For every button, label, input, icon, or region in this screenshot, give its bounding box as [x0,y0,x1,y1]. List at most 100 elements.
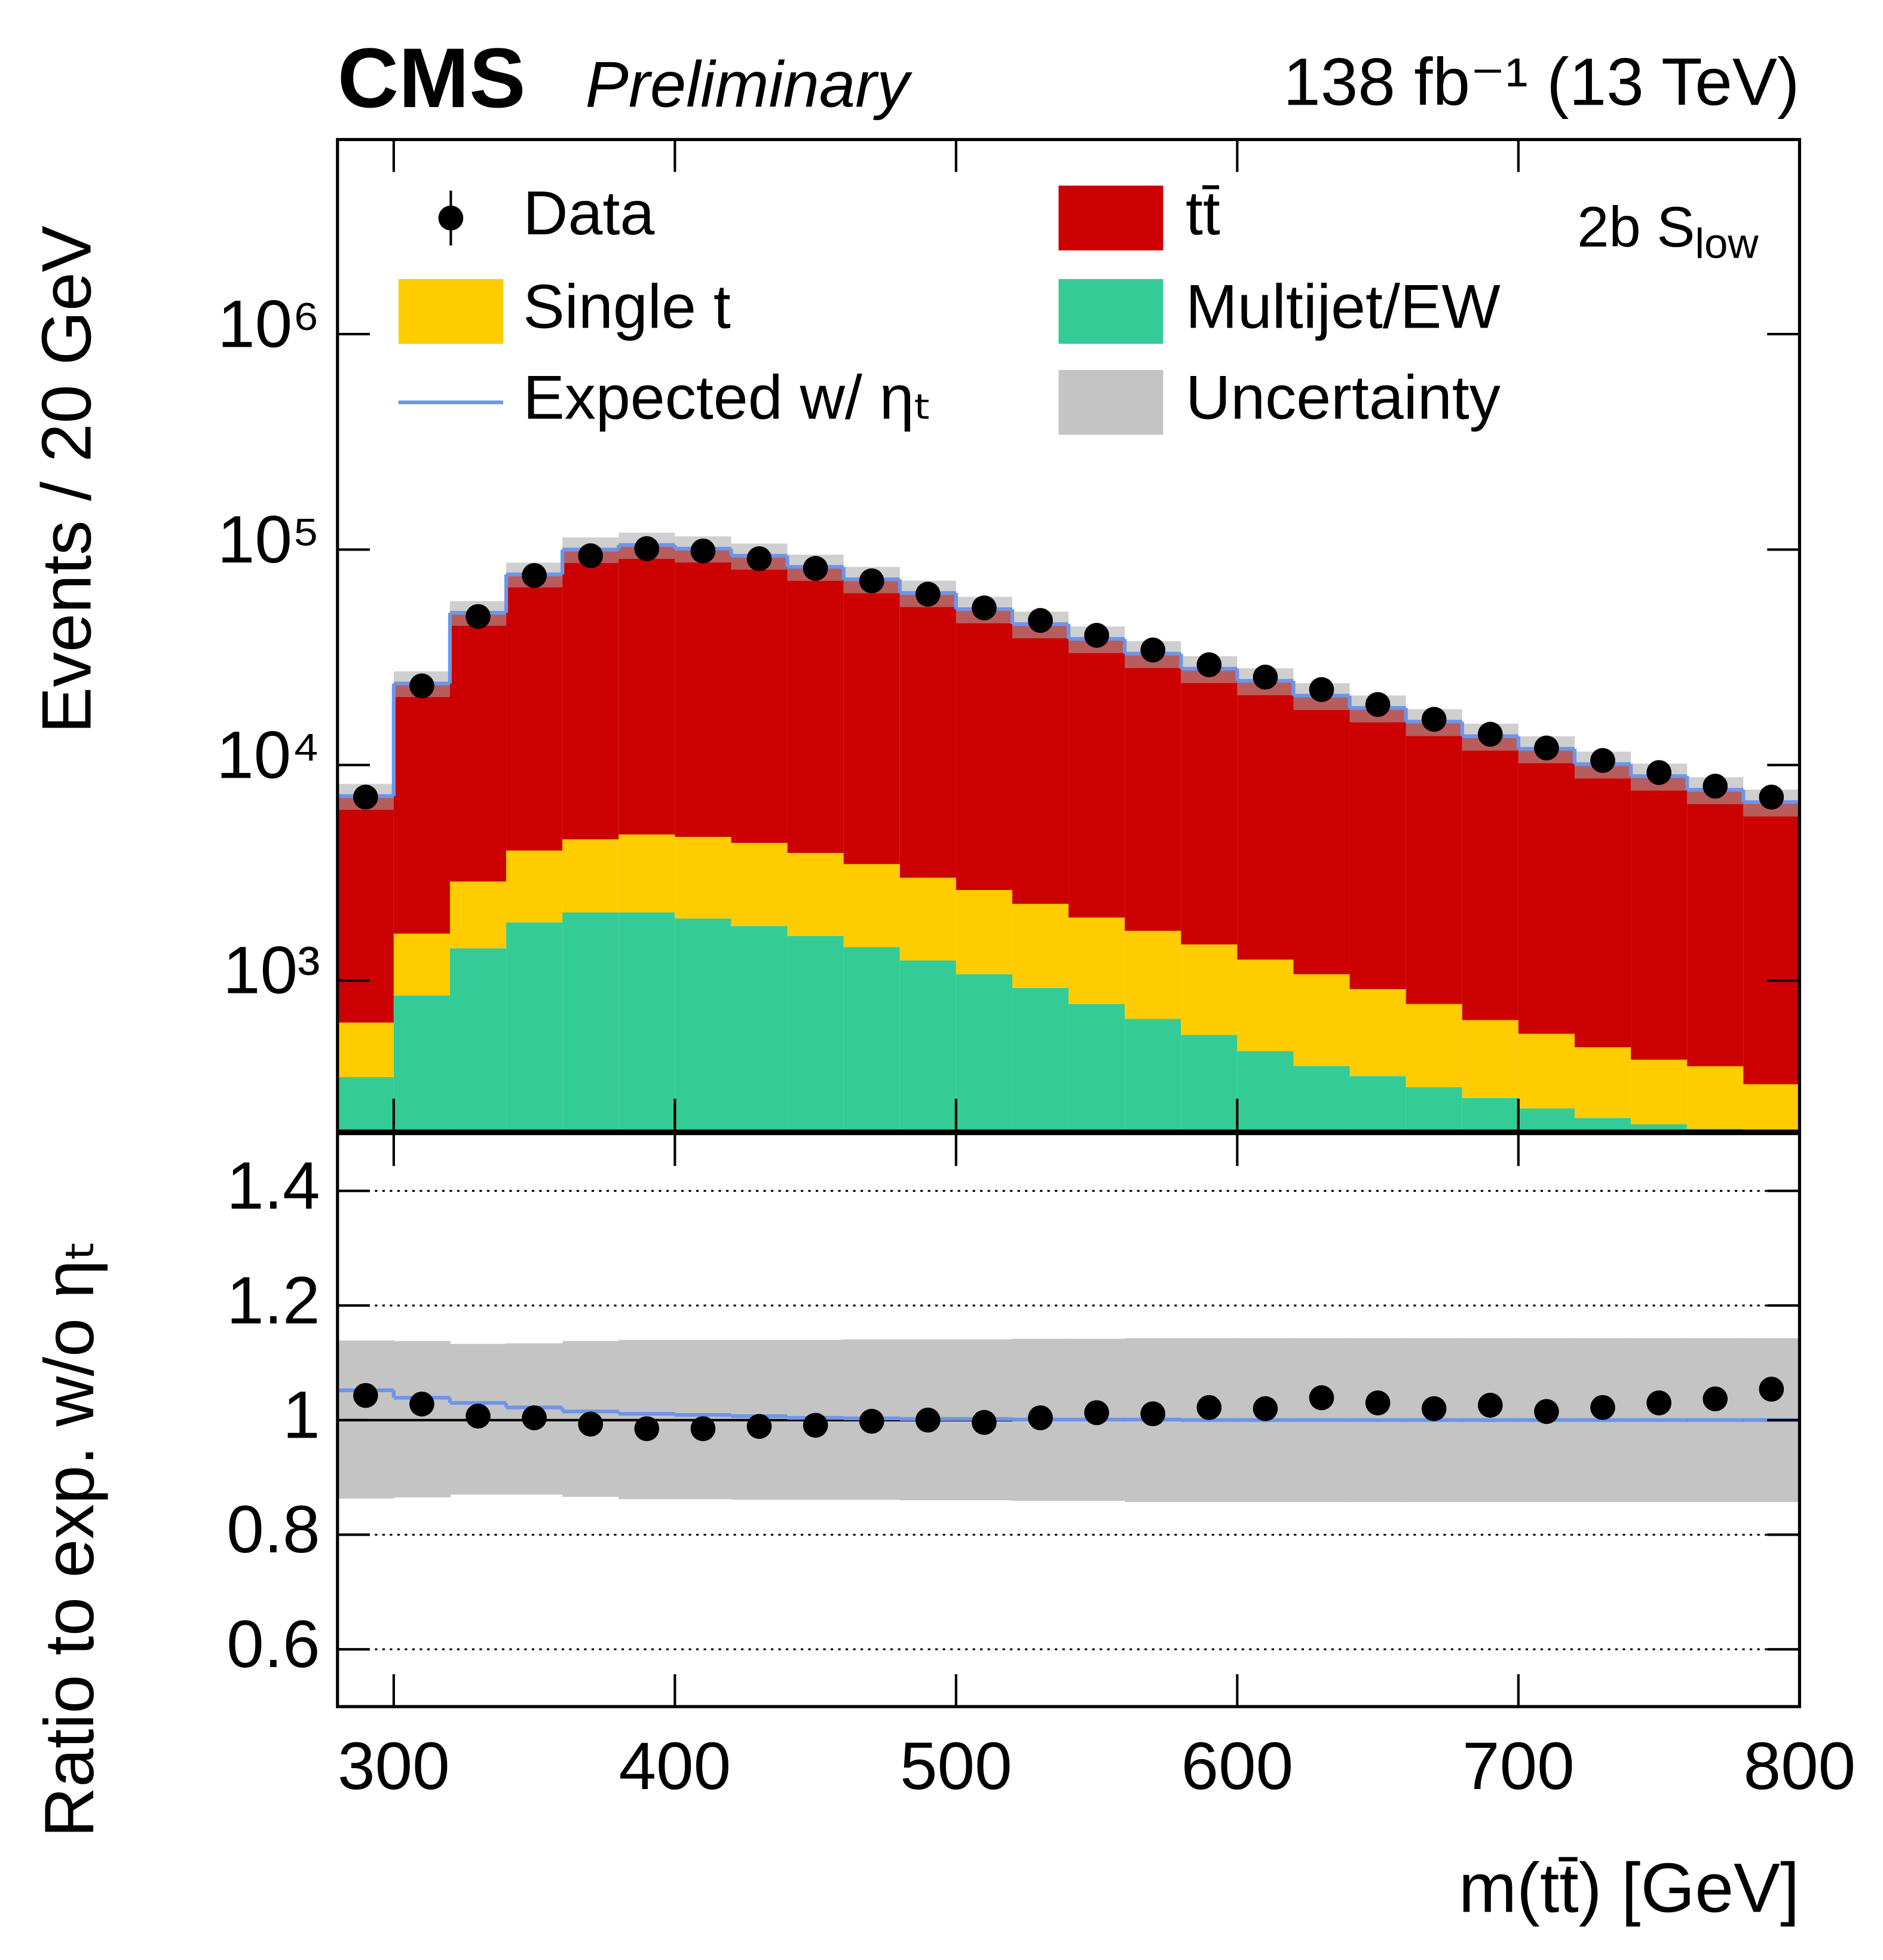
legend-swatch [1058,279,1164,344]
axes-frame [336,1132,1801,1708]
ratio-point [1084,1400,1109,1426]
region-label: 2b Slow [1577,195,1759,267]
stack-segment [1068,917,1125,1004]
ratio-point [859,1408,884,1434]
stack-segment [1012,987,1069,1132]
region-text: 2b S [1577,195,1695,259]
stack-segment [449,613,507,882]
stack-segment [337,796,394,1023]
legend-label: Expected w/ ηₜ [523,363,932,433]
plot-area [337,533,1800,1143]
stack-segment [619,834,675,913]
data-point [1703,773,1728,799]
stack-segment [843,947,900,1132]
data-point [1534,735,1559,761]
data-point [1028,608,1053,633]
ratio-point [466,1404,491,1429]
data-point [1140,637,1166,663]
ratio-point [746,1414,772,1439]
data-point [1309,677,1334,702]
ratio-point [353,1383,378,1408]
stack-segment [1631,776,1688,1060]
x-tick-label: 500 [900,1728,1012,1803]
data-point [859,568,884,594]
region-subscript: low [1695,220,1759,267]
stack-segment [1406,1087,1462,1132]
ratio-point [1309,1385,1334,1411]
y-tick-label: 10³ [223,932,320,1008]
ratio-point [1028,1405,1053,1430]
plot-area [337,1190,1800,1650]
ratio-point [1477,1393,1503,1418]
stack-segment [1743,802,1800,1084]
data-point [1590,748,1615,773]
stack-segment [843,579,900,864]
stack-segment [1012,624,1069,904]
stack-segment [393,995,450,1132]
data-point [1253,664,1278,690]
stack-segment [1349,989,1406,1077]
stack-segment [1687,1066,1744,1129]
stack-segment [619,545,675,835]
stack-segment [449,948,507,1132]
stack-segment [1631,1124,1688,1132]
x-tick-label: 800 [1744,1728,1856,1803]
data-point [1421,707,1447,732]
ratio-point [578,1411,604,1437]
stack-segment [843,864,900,947]
data-point [1477,721,1503,747]
legend-swatch [1058,185,1164,250]
y-tick-label: 1.2 [226,1262,320,1338]
ratio-point [1703,1386,1728,1412]
x-axis-label: m(tt̄) [GeV] [1459,1849,1800,1927]
ratio-point [1253,1396,1278,1421]
legend: Data Single t Expected w/ ηₜ tt̄ Multijet/EW… [398,179,1501,435]
stack-segment [675,918,731,1132]
ratio-point [522,1405,547,1430]
legend-swatch [398,279,503,344]
legend-label: tt̄ [1186,179,1220,248]
ratio-point [1196,1395,1222,1420]
data-point [746,546,772,571]
stack-segment [1068,638,1125,918]
ratio-point [1646,1390,1671,1415]
data-point [972,595,997,620]
legend-label: Single t [523,273,731,342]
data-point [1196,652,1222,677]
experiment-label: CMS [338,31,526,126]
stack-segment [731,555,788,843]
stack-segment [1293,695,1350,974]
stack-segment [1293,974,1350,1066]
stack-segment [899,592,956,878]
ratio-point [1759,1377,1784,1402]
stack-segment [1406,1004,1462,1087]
ratio-point [1534,1399,1559,1424]
stack-segment [787,852,844,936]
ratio-point [1140,1401,1166,1427]
stack-segment [337,1022,394,1078]
y-tick-label: 10⁶ [218,286,320,361]
data-point [915,582,941,607]
stack-segment [787,935,844,1132]
legend-label: Uncertainty [1186,363,1501,433]
stack-segment [1743,1136,1799,1143]
y-tick-label: 1 [283,1377,320,1452]
stack-segment [562,549,619,840]
axes-frame [336,137,1801,1133]
y-tick-label: 10⁴ [216,717,320,792]
ratio-point [1590,1395,1615,1420]
stack-segment [899,877,956,961]
data-point [1646,760,1671,785]
stack-segment [562,839,619,913]
data-point [578,543,604,568]
stack-segment [1462,1020,1518,1098]
stack-segment [1462,1097,1518,1132]
stack-segment [1237,680,1294,960]
ratio-point [972,1409,997,1435]
ratio-point [915,1407,941,1433]
stack-segment [675,837,731,919]
data-point [409,673,434,699]
stack-segment [1181,668,1238,945]
legend-swatch [1058,369,1164,435]
